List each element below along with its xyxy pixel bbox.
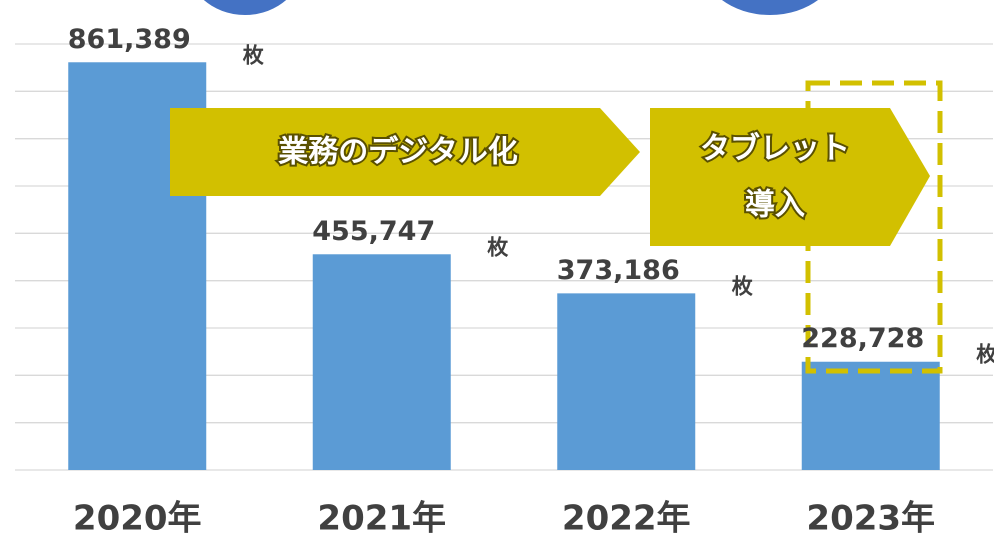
annotation: タブレット <box>700 132 850 167</box>
bar <box>557 293 696 470</box>
arrow-chevron <box>170 108 640 196</box>
x-tick-label: 2022年 <box>562 499 691 539</box>
unit-label: 枚 <box>976 343 994 367</box>
unit-label: 枚 <box>487 235 509 259</box>
data-label: 228,728 <box>801 323 924 354</box>
unit-label: 枚 <box>243 43 265 67</box>
x-tick-label: 2023年 <box>806 499 935 539</box>
annotation: 業務のデジタル化 <box>278 135 517 170</box>
data-label: 861,389 <box>68 24 191 55</box>
x-tick-label: 2021年 <box>317 499 446 539</box>
unit-label: 枚 <box>732 274 754 298</box>
annotation: 導入 <box>745 188 805 223</box>
bar <box>312 254 451 470</box>
decor-circle <box>203 0 287 15</box>
bar <box>801 361 940 470</box>
x-tick-label: 2020年 <box>73 499 202 539</box>
arrow-chevron <box>650 108 930 246</box>
data-label: 455,747 <box>312 216 435 247</box>
decor-circle <box>721 0 819 15</box>
data-label: 373,186 <box>557 255 680 286</box>
highlight-box <box>805 80 943 374</box>
